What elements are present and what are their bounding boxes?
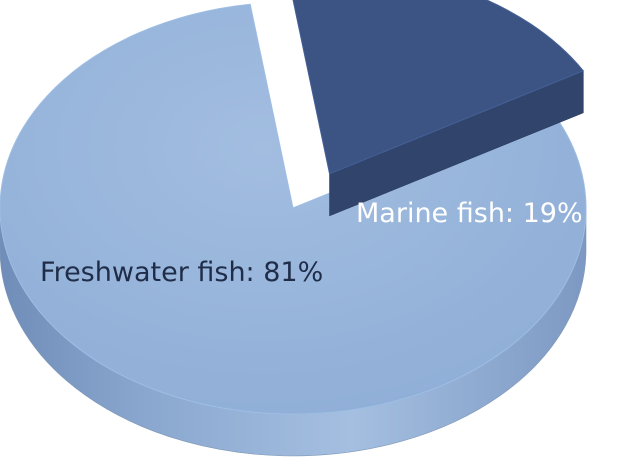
slice-label-freshwater-fish: Freshwater fish: 81% [40, 257, 323, 288]
slice-label-marine-fish: Marine fish: 19% [356, 198, 583, 229]
pie-slice-marine-fish [292, 0, 585, 217]
pie-slice-freshwater-fish [0, 3, 587, 457]
pie-slice-top-marine-fish [292, 0, 585, 175]
pie-slice-top-freshwater-fish [0, 3, 587, 415]
